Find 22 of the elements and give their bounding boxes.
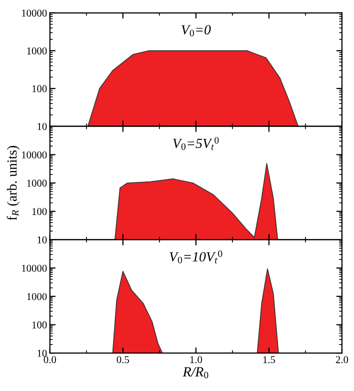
y-tick-label: 1000 (27, 293, 47, 300)
y-tick-label: 10000 (22, 264, 47, 272)
y-tick-label: 100 (32, 321, 47, 328)
x-tick-label: 0.5 (116, 356, 130, 364)
y-tick-label: 10 (38, 350, 47, 357)
text: V$_{0}$=5V$_{t}$$^{0}$ (173, 137, 219, 150)
text: V$_{0}$=0 (182, 25, 211, 36)
x-tick-label: 1.5 (263, 356, 276, 364)
x-tick-label: 0.0 (44, 356, 56, 364)
x-axis-title: R/R$_{0}$ (182, 367, 208, 378)
text: V$_{0}$=10V$_{t}$$^{0}$ (170, 250, 222, 264)
y-tick-label: 1000 (27, 180, 47, 187)
y-tick-label: 10 (38, 122, 47, 130)
y-tick-label: 1000 (27, 47, 47, 54)
y-tick-label: 10000 (22, 10, 47, 17)
x-tick-label: 2.0 (336, 356, 348, 364)
y-tick-label: 10 (38, 236, 47, 244)
y-tick-label: 10000 (22, 151, 47, 158)
y-tick-label: 100 (32, 85, 47, 92)
y-tick-label: 100 (32, 208, 47, 216)
y-axis-title: f$_{R}$ (arb. units) (6, 146, 20, 220)
x-tick-label: 1.0 (190, 356, 202, 364)
